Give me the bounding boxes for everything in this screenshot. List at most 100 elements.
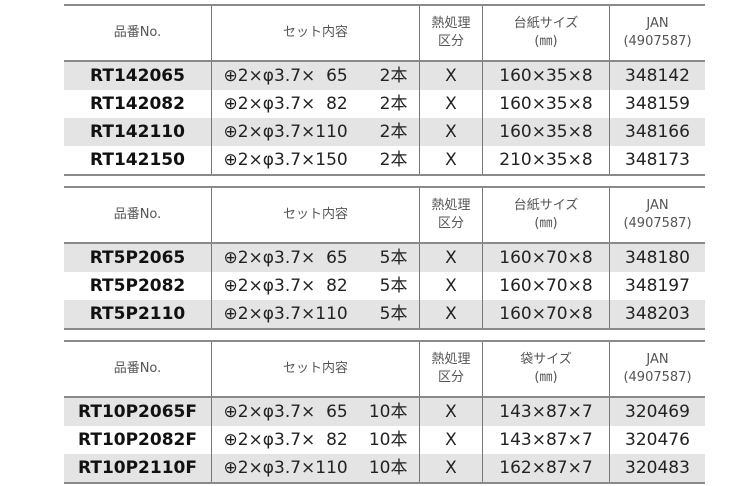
part-number: RT10P2065F	[64, 398, 212, 426]
header-heat-treatment: 熱処理 区分	[420, 188, 483, 242]
header-part-no: 品番No.	[64, 6, 212, 60]
header-size: 台紙サイズ (㎜)	[483, 188, 610, 242]
package-size: 143×87×7	[483, 398, 610, 426]
jan-code: 320476	[625, 429, 690, 450]
jan-code: 348180	[625, 247, 690, 268]
header-part-no: 品番No.	[64, 342, 212, 396]
spec-table: 品番No. セット内容 熱処理 区分 台紙サイズ (㎜) JAN (4907587) RT…	[64, 186, 705, 330]
set-count: 2本	[379, 65, 408, 86]
table-row: RT142110 ⊕2×φ3.7×110 2本 X 160×35×8 348166	[64, 118, 705, 146]
set-spec: ⊕2×φ3.7×110	[223, 303, 348, 324]
table-row: RT142082 ⊕2×φ3.7× 82 2本 X 160×35×8 348159	[64, 90, 705, 118]
heat-treatment: X	[420, 62, 483, 90]
heat-treatment: X	[420, 300, 483, 328]
set-contents: ⊕2×φ3.7× 65 10本	[212, 398, 420, 426]
table-row: RT5P2110 ⊕2×φ3.7×110 5本 X 160×70×8 348203	[64, 300, 705, 328]
set-spec: ⊕2×φ3.7× 82	[223, 93, 348, 114]
set-spec: ⊕2×φ3.7× 82	[223, 275, 348, 296]
header-heat-treatment: 熱処理 区分	[420, 6, 483, 60]
table-row: RT142065 ⊕2×φ3.7× 65 2本 X 160×35×8 348142	[64, 62, 705, 90]
jan-code: 320483	[625, 457, 690, 478]
jan-code: 348159	[625, 93, 690, 114]
set-count: 5本	[379, 303, 408, 324]
package-size: 160×35×8	[483, 90, 610, 118]
set-count: 2本	[379, 121, 408, 142]
part-number: RT10P2082F	[64, 426, 212, 454]
table-row: RT5P2065 ⊕2×φ3.7× 65 5本 X 160×70×8 348180	[64, 244, 705, 272]
set-count: 10本	[368, 457, 408, 478]
package-size: 160×70×8	[483, 244, 610, 272]
table-row: RT10P2065F ⊕2×φ3.7× 65 10本 X 143×87×7 320469	[64, 398, 705, 426]
set-spec: ⊕2×φ3.7× 65	[223, 65, 348, 86]
part-number: RT5P2065	[64, 244, 212, 272]
set-count: 5本	[379, 275, 408, 296]
jan-code: 320469	[625, 401, 690, 422]
part-number: RT5P2082	[64, 272, 212, 300]
set-spec: ⊕2×φ3.7× 65	[223, 401, 348, 422]
jan-code: 348166	[625, 121, 690, 142]
header-set-contents: セット内容	[212, 188, 420, 242]
header-set-contents: セット内容	[212, 342, 420, 396]
header-row: 品番No. セット内容 熱処理 区分 袋サイズ (㎜) JAN (4907587)	[64, 342, 705, 398]
part-number: RT142065	[64, 62, 212, 90]
package-size: 162×87×7	[483, 454, 610, 482]
spec-table: 品番No. セット内容 熱処理 区分 袋サイズ (㎜) JAN (4907587) RT1…	[64, 340, 705, 484]
set-contents: ⊕2×φ3.7×150 2本	[212, 146, 420, 174]
package-size: 160×35×8	[483, 118, 610, 146]
heat-treatment: X	[420, 454, 483, 482]
header-set-contents: セット内容	[212, 6, 420, 60]
set-contents: ⊕2×φ3.7×110 2本	[212, 118, 420, 146]
header-row: 品番No. セット内容 熱処理 区分 台紙サイズ (㎜) JAN (4907587)	[64, 6, 705, 62]
set-count: 10本	[368, 401, 408, 422]
heat-treatment: X	[420, 118, 483, 146]
set-spec: ⊕2×φ3.7× 82	[223, 429, 348, 450]
header-jan: JAN (4907587)	[623, 16, 692, 49]
header-part-no: 品番No.	[64, 188, 212, 242]
set-contents: ⊕2×φ3.7× 82 2本	[212, 90, 420, 118]
jan-code: 348173	[625, 149, 690, 170]
package-size: 160×70×8	[483, 300, 610, 328]
set-contents: ⊕2×φ3.7× 65 2本	[212, 62, 420, 90]
table-row: RT5P2082 ⊕2×φ3.7× 82 5本 X 160×70×8 348197	[64, 272, 705, 300]
heat-treatment: X	[420, 146, 483, 174]
header-size: 台紙サイズ (㎜)	[483, 6, 610, 60]
part-number: RT5P2110	[64, 300, 212, 328]
spec-table: 品番No. セット内容 熱処理 区分 台紙サイズ (㎜) JAN (4907587) RT…	[64, 4, 705, 176]
header-row: 品番No. セット内容 熱処理 区分 台紙サイズ (㎜) JAN (4907587)	[64, 188, 705, 244]
package-size: 210×35×8	[483, 146, 610, 174]
set-count: 2本	[379, 93, 408, 114]
set-spec: ⊕2×φ3.7×110	[223, 121, 348, 142]
set-contents: ⊕2×φ3.7× 82 10本	[212, 426, 420, 454]
package-size: 160×70×8	[483, 272, 610, 300]
set-count: 2本	[379, 149, 408, 170]
set-contents: ⊕2×φ3.7×110 10本	[212, 454, 420, 482]
jan-code: 348197	[625, 275, 690, 296]
header-heat-treatment: 熱処理 区分	[420, 342, 483, 396]
header-jan: JAN (4907587)	[623, 352, 692, 385]
part-number: RT10P2110F	[64, 454, 212, 482]
table-row: RT10P2082F ⊕2×φ3.7× 82 10本 X 143×87×7 320476	[64, 426, 705, 454]
set-contents: ⊕2×φ3.7×110 5本	[212, 300, 420, 328]
package-size: 143×87×7	[483, 426, 610, 454]
part-number: RT142110	[64, 118, 212, 146]
heat-treatment: X	[420, 244, 483, 272]
heat-treatment: X	[420, 398, 483, 426]
package-size: 160×35×8	[483, 62, 610, 90]
set-spec: ⊕2×φ3.7×110	[223, 457, 348, 478]
table-row: RT10P2110F ⊕2×φ3.7×110 10本 X 162×87×7 320483	[64, 454, 705, 482]
table-row: RT142150 ⊕2×φ3.7×150 2本 X 210×35×8 348173	[64, 146, 705, 174]
heat-treatment: X	[420, 90, 483, 118]
set-count: 5本	[379, 247, 408, 268]
jan-code: 348142	[625, 65, 690, 86]
set-count: 10本	[368, 429, 408, 450]
heat-treatment: X	[420, 426, 483, 454]
part-number: RT142150	[64, 146, 212, 174]
header-jan: JAN (4907587)	[623, 198, 692, 231]
header-size: 袋サイズ (㎜)	[483, 342, 610, 396]
set-contents: ⊕2×φ3.7× 65 5本	[212, 244, 420, 272]
heat-treatment: X	[420, 272, 483, 300]
set-spec: ⊕2×φ3.7× 65	[223, 247, 348, 268]
set-spec: ⊕2×φ3.7×150	[223, 149, 348, 170]
part-number: RT142082	[64, 90, 212, 118]
jan-code: 348203	[625, 303, 690, 324]
